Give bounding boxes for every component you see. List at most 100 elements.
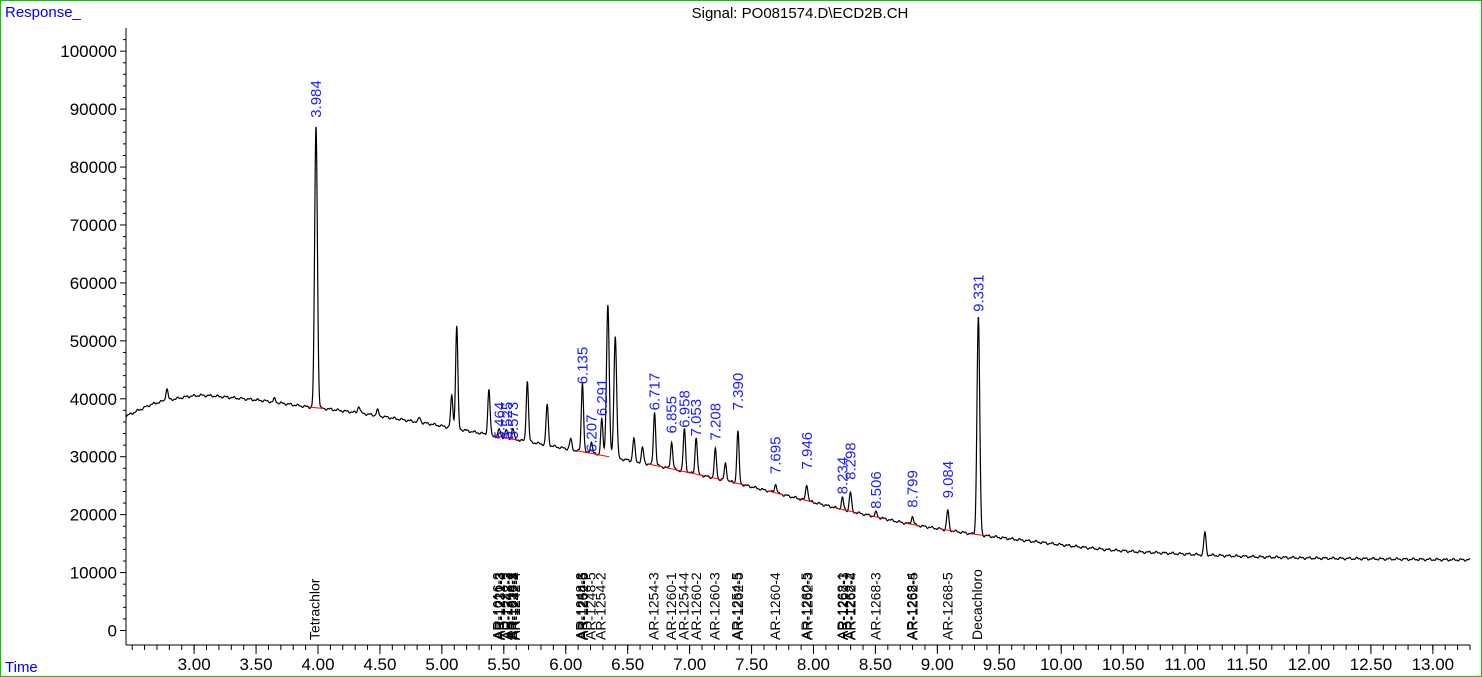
compound-label: AR-1268-2: [841, 572, 857, 640]
compound-label: AR-1254-3: [646, 572, 662, 640]
compound-label: AR-1260-1: [663, 572, 679, 640]
peak-label: 8.298: [842, 442, 859, 480]
x-tick-label: 4.50: [363, 655, 396, 674]
compound-label: AR-1262-4: [843, 572, 859, 640]
peak-label: 6.855: [664, 396, 681, 434]
compound-label: AR-1260-5: [798, 572, 814, 640]
x-tick-label: 7.00: [673, 655, 706, 674]
peak-label: 6.958: [676, 390, 693, 428]
x-tick-label: 13.00: [1412, 655, 1455, 674]
compound-label: AR-1242-3: [498, 572, 514, 640]
x-tick-label: 4.00: [301, 655, 334, 674]
compound-label-group: Tetrachlor AR-1016-2AR-1221-3AR-1232-3AR-…: [306, 569, 985, 640]
peak-label: 7.390: [730, 373, 747, 411]
peak-label: 6.291: [594, 379, 611, 417]
compound-label: AR-1262-3: [799, 572, 815, 640]
peak-label: 8.234: [834, 457, 851, 495]
y-tick-label: 0: [108, 622, 117, 641]
compound-label: AR-1254-2: [592, 572, 608, 640]
x-tick-label: 11.50: [1226, 655, 1267, 674]
compound-label: AR-1262-5: [905, 572, 921, 640]
x-tick-label: 6.50: [611, 655, 644, 674]
compound-label: AR-1254-5: [574, 572, 590, 640]
peak-label: 7.946: [799, 432, 816, 470]
peak-baseline: [868, 514, 884, 520]
peak-baseline: [940, 528, 956, 532]
compound-label: Decachloro: [969, 569, 985, 640]
peak-label: 6.135: [574, 347, 591, 385]
peak-baseline: [308, 406, 324, 410]
baseline-segments: [308, 406, 986, 537]
chromatogram-trace: [125, 126, 1471, 562]
x-axis-label: Time: [5, 659, 38, 676]
compound-label: AR-1232-3: [492, 572, 508, 640]
compound-label: AR-1262-5: [575, 572, 591, 640]
compound-label: AR-1221-3: [491, 572, 507, 640]
peak-baseline: [688, 472, 704, 477]
chart-title: Signal: PO081574.D\ECD2B.CH: [692, 5, 909, 22]
compound-label: AR-1242-4: [507, 572, 523, 640]
compound-label: AR-1260-2: [688, 572, 704, 640]
peak-label: 7.208: [707, 403, 724, 441]
y-tick-label: 80000: [70, 158, 117, 177]
compound-label: AR-1260-3: [706, 572, 722, 640]
x-tick-label: 3.00: [178, 655, 211, 674]
x-tick-label: 8.50: [859, 655, 892, 674]
y-tick-label: 10000: [70, 564, 117, 583]
trace-group: [125, 126, 1471, 562]
compound-label: AR-1254-1: [503, 572, 519, 640]
y-tick-label: 100000: [60, 42, 117, 61]
peak-baseline: [730, 481, 746, 486]
peak-baseline: [970, 533, 986, 537]
x-tick-label: 12.50: [1350, 655, 1393, 674]
compound-label: AR-1248-2: [500, 572, 516, 640]
compound-label: AR-1254-4: [675, 572, 691, 640]
compound-label: AR-1262-3: [835, 572, 851, 640]
compound-label: AR-1268-1: [834, 572, 850, 640]
peak-label: 5.573: [505, 402, 522, 440]
x-tick-label: 10.00: [1040, 655, 1083, 674]
x-tick-label: 10.50: [1102, 655, 1145, 674]
compound-label: AR-1260-4: [767, 572, 783, 640]
y-tick-label: 20000: [70, 506, 117, 525]
compound-label: AR-1248-5: [583, 572, 599, 640]
peak-baseline: [707, 476, 723, 481]
y-tick-label: 50000: [70, 332, 117, 351]
x-tick-label: 9.50: [983, 655, 1016, 674]
compound-label: AR-1232-4: [506, 572, 522, 640]
y-tick-label: 40000: [70, 390, 117, 409]
peak-label: 6.207: [583, 415, 600, 453]
x-tick-label: 7.50: [735, 655, 768, 674]
peak-label: 6.717: [647, 373, 664, 411]
compound-label: AR-1268-3: [867, 572, 883, 640]
peak-baseline: [647, 463, 663, 468]
x-tick-label: 11.00: [1164, 655, 1205, 674]
peak-baseline: [799, 498, 815, 503]
compound-label: AR-1248-3: [573, 572, 589, 640]
x-tick-label: 9.00: [921, 655, 954, 674]
compound-label: AR-1254-5: [729, 572, 745, 640]
x-tick-label: 5.50: [487, 655, 520, 674]
peak-label: 9.331: [970, 274, 987, 312]
y-tick-label: 60000: [70, 274, 117, 293]
peak-baseline: [664, 466, 680, 471]
peak-label: 9.084: [940, 461, 957, 499]
compound-label: AR-1016-3: [504, 572, 520, 640]
y-tick-label: 70000: [70, 216, 117, 235]
peak-baseline: [505, 437, 521, 441]
peak-label: 3.984: [308, 80, 325, 118]
y-tick-label: 30000: [70, 448, 117, 467]
peak-label: 7.053: [688, 399, 705, 437]
peak-label: 5.525: [499, 402, 516, 440]
peak-label: 8.506: [868, 471, 885, 509]
x-tick-label: 8.00: [797, 655, 830, 674]
peak-baseline: [842, 509, 858, 514]
compound-label: AR-1268-4: [903, 572, 919, 640]
x-tick-label: 6.00: [549, 655, 582, 674]
compound-label: AR-1016-2: [490, 572, 506, 640]
peak-baseline: [594, 453, 610, 458]
axes: 0 10000 20000 30000 40000 50000 60000 70000 8000…: [60, 28, 1471, 674]
x-tick-label: 3.50: [240, 655, 273, 674]
